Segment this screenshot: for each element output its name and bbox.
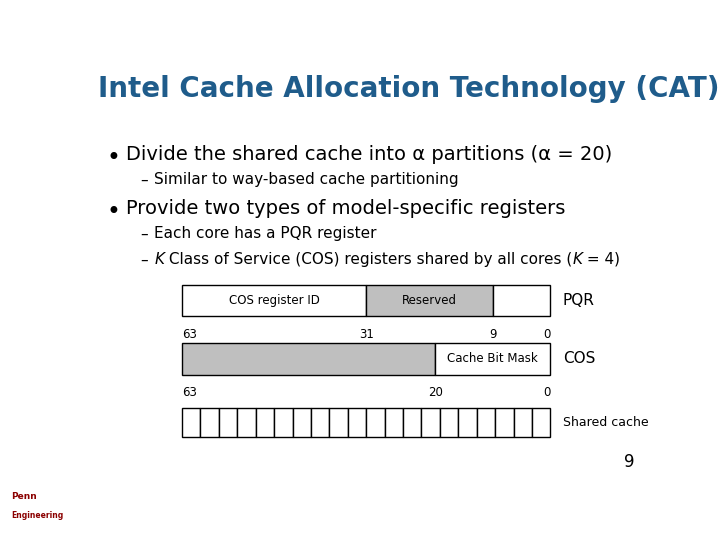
- Bar: [311, 408, 329, 437]
- Text: Shared cache: Shared cache: [562, 416, 648, 429]
- Text: = 4): = 4): [582, 252, 621, 267]
- Bar: [238, 408, 256, 437]
- Text: COS register ID: COS register ID: [229, 294, 320, 307]
- Bar: [366, 285, 492, 316]
- Bar: [182, 408, 200, 437]
- Text: Reserved: Reserved: [402, 294, 457, 307]
- Text: 9: 9: [624, 454, 634, 471]
- Text: 9: 9: [489, 328, 497, 341]
- Bar: [292, 408, 311, 437]
- Text: •: •: [107, 146, 121, 170]
- Bar: [532, 408, 550, 437]
- Text: Class of Service (COS) registers shared by all cores (: Class of Service (COS) registers shared …: [164, 252, 572, 267]
- Text: –: –: [140, 173, 148, 188]
- Text: 20: 20: [428, 386, 443, 399]
- Bar: [513, 408, 532, 437]
- Text: –: –: [140, 227, 148, 242]
- Bar: [200, 408, 219, 437]
- Text: Penn: Penn: [11, 492, 37, 501]
- Text: •: •: [107, 200, 121, 224]
- Text: Cache Bit Mask: Cache Bit Mask: [447, 353, 538, 366]
- Text: Engineering: Engineering: [11, 511, 63, 520]
- Text: PQR: PQR: [562, 293, 595, 308]
- Text: Provide two types of model-specific registers: Provide two types of model-specific regi…: [126, 199, 566, 218]
- Text: K: K: [572, 252, 582, 267]
- Text: 0: 0: [543, 328, 550, 341]
- Bar: [182, 285, 366, 316]
- Text: Divide the shared cache into α partitions (α = 20): Divide the shared cache into α partition…: [126, 145, 613, 164]
- Bar: [421, 408, 440, 437]
- Text: 63: 63: [182, 386, 197, 399]
- Bar: [477, 408, 495, 437]
- Text: 63: 63: [182, 328, 197, 341]
- Text: K: K: [154, 252, 164, 267]
- Text: –: –: [140, 253, 148, 268]
- Bar: [440, 408, 458, 437]
- Bar: [256, 408, 274, 437]
- Bar: [458, 408, 477, 437]
- Bar: [495, 408, 513, 437]
- Text: 0: 0: [543, 386, 550, 399]
- Text: 31: 31: [359, 328, 374, 341]
- Bar: [182, 343, 436, 375]
- Text: Intel Cache Allocation Technology (CAT): Intel Cache Allocation Technology (CAT): [99, 75, 720, 103]
- Text: COS: COS: [562, 352, 595, 367]
- Bar: [348, 408, 366, 437]
- Text: Each core has a PQR register: Each core has a PQR register: [154, 226, 377, 241]
- Bar: [274, 408, 292, 437]
- Bar: [366, 408, 384, 437]
- Bar: [384, 408, 403, 437]
- Bar: [219, 408, 238, 437]
- Bar: [329, 408, 348, 437]
- Bar: [403, 408, 421, 437]
- Text: Similar to way-based cache partitioning: Similar to way-based cache partitioning: [154, 172, 459, 187]
- Bar: [492, 285, 550, 316]
- Bar: [436, 343, 550, 375]
